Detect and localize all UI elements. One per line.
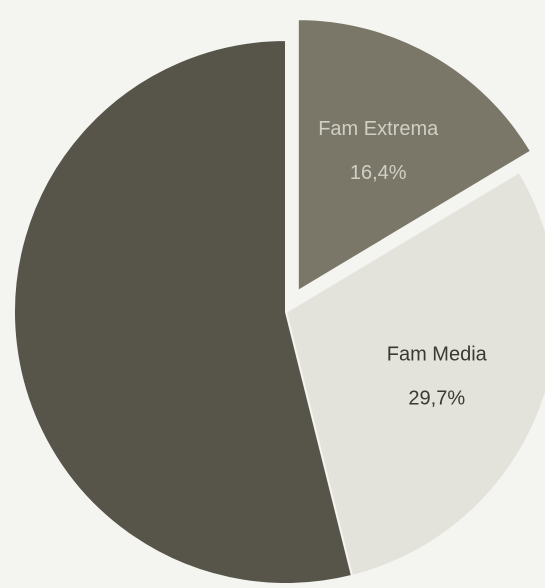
pie-slice-fam-extrema [296, 18, 533, 293]
slice-label-fam-extrema: Fam Extrema [318, 118, 439, 140]
slice-label-fam-media: Fam Media [387, 343, 488, 365]
slices-layer [13, 18, 545, 585]
slice-value-fam-extrema: 16,4% [350, 162, 407, 184]
labels-layer: Fam Extrema 16,4% Fam Media 29,7% [318, 118, 487, 409]
pie-slice-fam-media [284, 170, 545, 578]
slice-value-fam-media: 29,7% [408, 387, 465, 409]
pie-slice-slice-3 [13, 38, 354, 585]
